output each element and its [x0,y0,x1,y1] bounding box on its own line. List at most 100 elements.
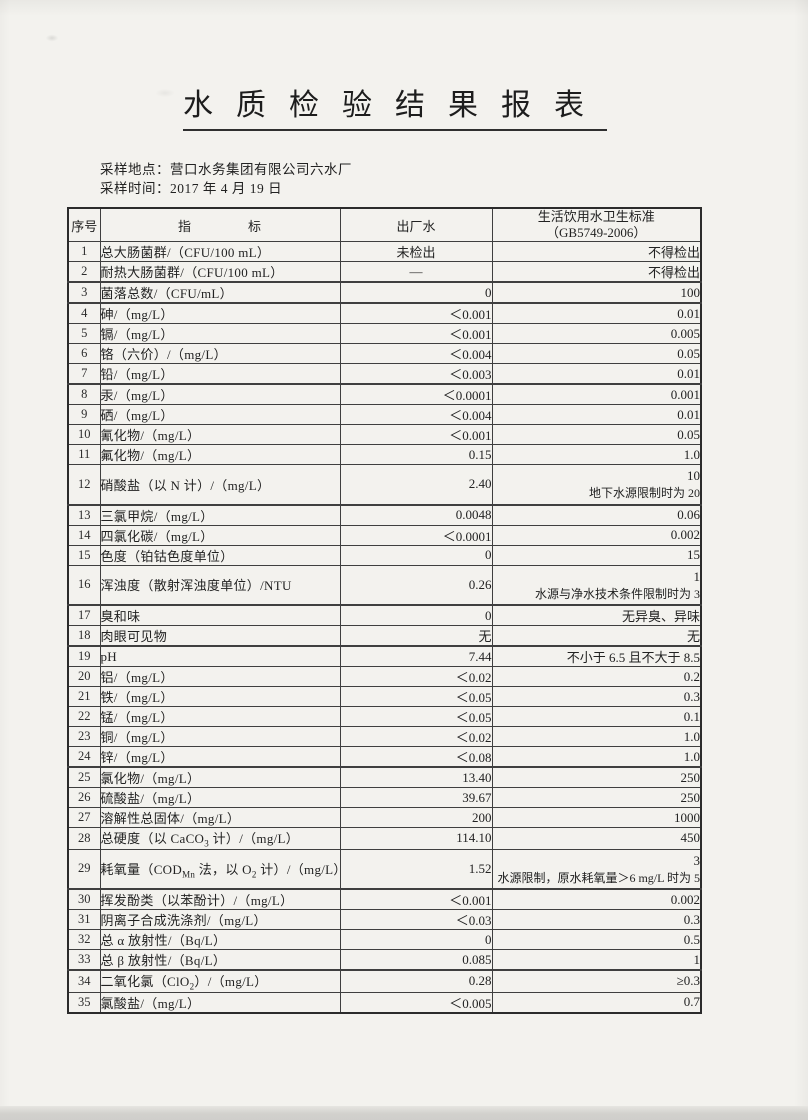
standard-limit: 3 [693,852,701,868]
row-33-standard: 1 [491,949,702,972]
table-row: 24 锌/（mg/L） ＜0.08 1.0 [67,746,702,768]
row-26-indicator: 硫酸盐/（mg/L） [99,787,341,808]
row-17-standard: 无异臭、异味 [491,604,702,626]
standard-limit-note: 水源限制，原水耗氧量＞6 mg/L 时为 5 [497,870,700,885]
row-31-outflow-value: ＜0.03 [339,909,493,931]
row-17-indicator: 臭和味 [99,604,341,626]
table-row: 14 四氯化碳/（mg/L） ＜0.0001 0.002 [67,524,702,546]
row-7-indicator: 铅/（mg/L） [99,363,341,385]
row-31-number: 31 [67,909,101,931]
row-20-outflow-value: ＜0.02 [339,666,493,687]
row-23-number: 23 [67,726,101,747]
table-row: 12 硝酸盐（以 N 计）/（mg/L） 2.40 10 地下水源限制时为 20 [67,464,702,506]
table-row: 9 硒/（mg/L） ＜0.004 0.01 [67,404,702,425]
table-row: 20 铝/（mg/L） ＜0.02 0.2 [67,666,702,687]
row-15-outflow-value: 0 [339,544,493,566]
row-35-standard: 0.7 [491,991,702,1014]
sampling-time: 采样时间：2017 年 4 月 19 日 [100,181,283,196]
row-8-indicator: 汞/（mg/L） [99,383,341,405]
row-4-indicator: 砷/（mg/L） [99,302,341,324]
table-row: 19 pH 7.44 不小于 6.5 且不大于 8.5 [67,645,702,667]
row-7-standard: 0.01 [491,363,702,385]
table-row: 27 溶解性总固体/（mg/L） 200 1000 [67,807,702,828]
row-29-number: 29 [67,848,101,891]
standard-limit-note: 水源与净水技术条件限制时为 3 [534,586,700,601]
row-4-number: 4 [67,302,101,324]
table-row: 11 氟化物/（mg/L） 0.15 1.0 [67,444,702,465]
table-row: 31 阴离子合成洗涤剂/（mg/L） ＜0.03 0.3 [67,909,702,931]
row-27-outflow-value: 200 [339,807,493,828]
row-16-indicator: 浑浊度（散射浑浊度单位）/NTU [99,564,341,606]
table-row: 28 总硬度（以 CaCO3 计）/（mg/L） 114.10 450 [67,827,702,850]
row-11-indicator: 氟化物/（mg/L） [99,444,341,465]
row-9-outflow-value: ＜0.004 [339,404,493,425]
row-35-indicator: 氯酸盐/（mg/L） [99,991,341,1014]
row-15-indicator: 色度（铂钴色度单位） [99,544,341,566]
table-row: 23 铜/（mg/L） ＜0.02 1.0 [67,726,702,747]
sampling-location: 采样地点：营口水务集团有限公司六水厂 [100,162,352,177]
row-29-indicator: 耗氧量（CODMn 法，以 O2 计）/（mg/L） [99,848,341,891]
row-28-indicator: 总硬度（以 CaCO3 计）/（mg/L） [99,827,341,850]
table-row: 7 铅/（mg/L） ＜0.003 0.01 [67,363,702,385]
row-27-number: 27 [67,807,101,828]
row-25-outflow-value: 13.40 [339,766,493,788]
row-21-standard: 0.3 [491,686,702,707]
row-34-indicator: 二氧化氯（ClO2）/（mg/L） [99,969,341,993]
table-row: 10 氰化物/（mg/L） ＜0.001 0.05 [67,424,702,445]
row-16-outflow-value: 0.26 [339,564,493,606]
row-3-outflow-value: 0 [339,281,493,304]
row-12-indicator: 硝酸盐（以 N 计）/（mg/L） [99,464,341,506]
row-10-outflow-value: ＜0.001 [339,424,493,445]
row-33-outflow-value: 0.085 [339,949,493,972]
row-3-number: 3 [67,281,101,304]
row-10-indicator: 氰化物/（mg/L） [99,424,341,445]
row-2-number: 2 [67,261,101,283]
row-1-standard: 不得检出 [491,241,702,262]
row-32-outflow-value: 0 [339,929,493,951]
header-outflow: 出厂水 [339,207,493,242]
row-21-outflow-value: ＜0.05 [339,686,493,707]
row-24-indicator: 锌/（mg/L） [99,746,341,768]
row-35-number: 35 [67,991,101,1014]
table-row: 30 挥发酚类（以苯酚计）/（mg/L） ＜0.001 0.002 [67,888,702,911]
scan-edge-artifact [0,1106,808,1120]
row-26-number: 26 [67,787,101,808]
row-7-outflow-value: ＜0.003 [339,363,493,385]
row-14-number: 14 [67,524,101,546]
row-25-indicator: 氯化物/（mg/L） [99,766,341,788]
table-row: 29 耗氧量（CODMn 法，以 O2 计）/（mg/L） 1.52 3 水源限制，原水… [67,848,702,891]
table-row: 2 耐热大肠菌群/（CFU/100 mL） — 不得检出 [67,261,702,283]
row-8-standard: 0.001 [491,383,702,405]
row-6-indicator: 铬（六价）/（mg/L） [99,343,341,364]
row-4-outflow-value: ＜0.001 [339,302,493,324]
row-12-standard: 10 地下水源限制时为 20 [491,464,702,506]
row-6-number: 6 [67,343,101,364]
row-14-outflow-value: ＜0.0001 [339,524,493,546]
table-row: 22 锰/（mg/L） ＜0.05 0.1 [67,706,702,727]
row-14-standard: 0.002 [491,524,702,546]
row-18-number: 18 [67,625,101,647]
header-no: 序号 [67,207,101,242]
row-20-standard: 0.2 [491,666,702,687]
row-19-indicator: pH [99,645,341,667]
row-1-outflow-value: 未检出 [339,241,493,262]
table-row: 17 臭和味 0 无异臭、异味 [67,604,702,626]
table-row: 4 砷/（mg/L） ＜0.001 0.01 [67,302,702,324]
row-12-number: 12 [67,464,101,506]
row-3-standard: 100 [491,281,702,304]
table-row: 18 肉眼可见物无无 [67,625,702,647]
row-21-number: 21 [67,686,101,707]
row-13-number: 13 [67,504,101,526]
row-19-number: 19 [67,645,101,667]
row-26-outflow-value: 39.67 [339,787,493,808]
row-29-standard: 3 水源限制，原水耗氧量＞6 mg/L 时为 5 [491,848,702,891]
row-27-standard: 1000 [491,807,702,828]
row-23-standard: 1.0 [491,726,702,747]
table-row: 5 镉/（mg/L） ＜0.001 0.005 [67,323,702,344]
standard-limit-note: 地下水源限制时为 20 [588,486,700,501]
row-13-outflow-value: 0.0048 [339,504,493,526]
row-17-number: 17 [67,604,101,626]
row-29-outflow-value: 1.52 [339,848,493,891]
table-header-row: 序号 指 标 出厂水 生活饮用水卫生标准 （GB5749-2006） [67,207,702,242]
